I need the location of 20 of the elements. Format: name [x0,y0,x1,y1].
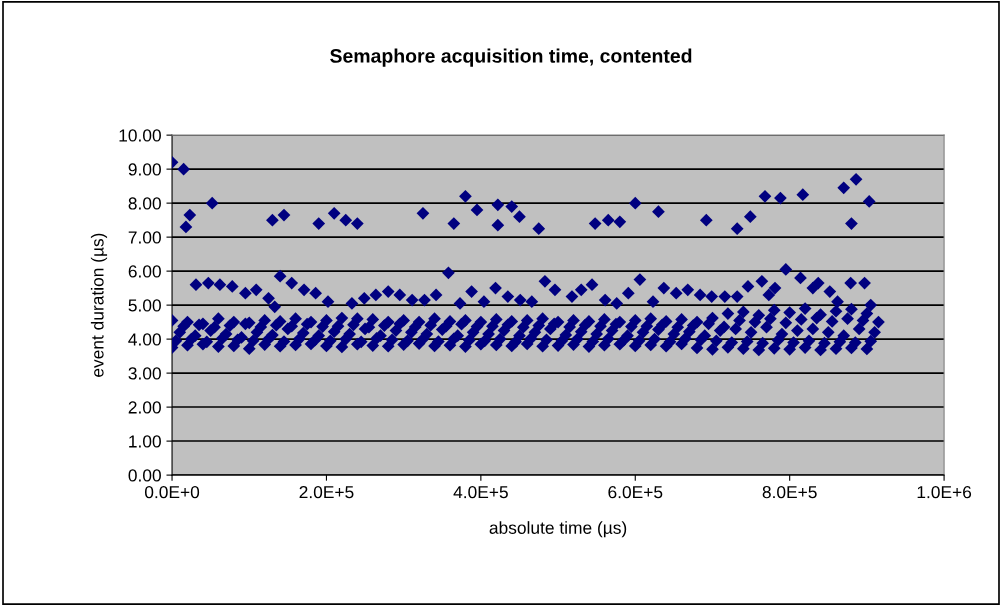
y-tick-label: 4.00 [128,333,161,346]
y-tick-label: 7.00 [128,231,161,244]
y-axis-title: event duration (µs) [90,233,108,377]
x-tick-label: 4.0E+5 [453,485,508,499]
x-tick-label: 6.0E+5 [608,485,663,499]
y-tick-label: 8.00 [128,197,161,210]
x-tick-label: 0.0E+0 [144,485,200,499]
y-tick-label: 0.00 [128,469,161,482]
chart-title: Semaphore acquisition time, contented [330,48,692,67]
y-tick-label: 2.00 [128,401,161,414]
y-tick-label: 1.00 [129,435,161,448]
x-axis-title: absolute time (µs) [489,521,627,538]
x-tick-label: 8.0E+5 [762,485,817,499]
y-tick-label: 3.00 [128,367,161,380]
y-tick-label: 6.00 [128,265,161,278]
y-tick-label: 9.00 [128,163,161,176]
x-tick-label: 1.0E+6 [917,485,972,499]
x-tick-label: 2.0E+5 [299,485,354,499]
y-tick-label: 10.00 [119,129,161,142]
y-tick-label: 5.00 [128,299,161,312]
